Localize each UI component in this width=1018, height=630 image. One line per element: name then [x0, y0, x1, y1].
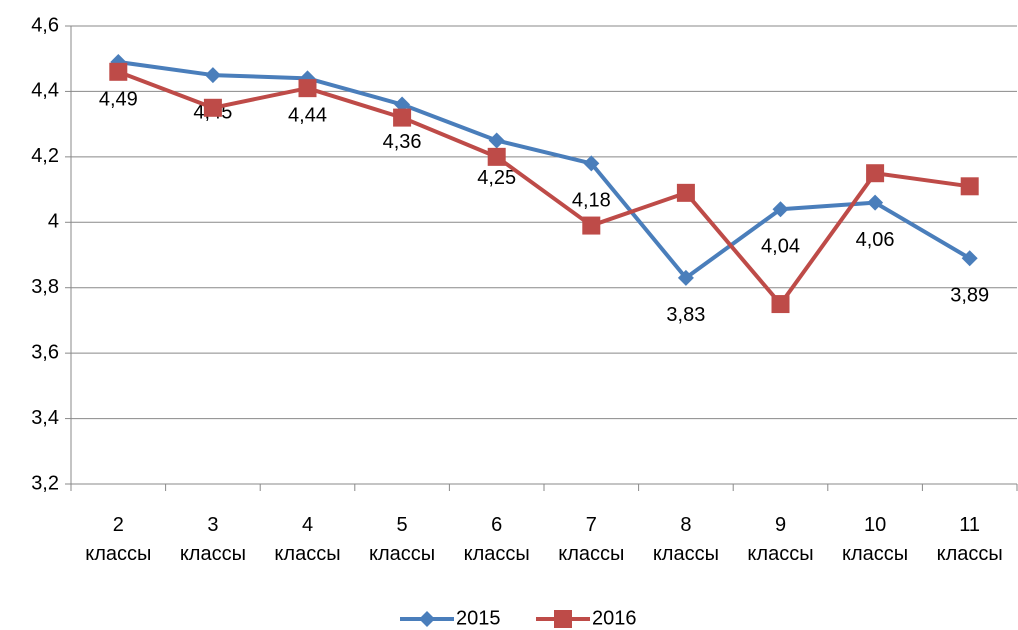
x-tick-label: 7 классы: [558, 514, 625, 565]
data-point: [109, 62, 128, 81]
x-tick-label: 4 классы: [274, 514, 341, 565]
data-point: [488, 132, 505, 149]
data-point: [394, 96, 411, 113]
data-point: [676, 183, 695, 202]
y-tick-label: 4,6: [31, 14, 59, 36]
legend-label: 2016: [592, 607, 637, 629]
x-tick-label: 10 классы: [842, 514, 909, 565]
x-tick-label: 3 классы: [179, 514, 246, 565]
data-label: 4,04: [761, 235, 800, 257]
data-label: 4,44: [288, 105, 327, 127]
data-point: [203, 98, 222, 117]
data-point: [204, 67, 221, 84]
x-tick-label: 11 классы: [936, 514, 1003, 565]
data-point: [867, 194, 884, 211]
data-label: 4,25: [477, 167, 516, 189]
x-tick-label: 5 классы: [369, 514, 436, 565]
legend-label: 2015: [456, 607, 501, 629]
data-label: 4,06: [856, 229, 895, 251]
y-tick-label: 3,2: [31, 472, 59, 494]
data-point: [393, 108, 412, 127]
data-point: [583, 155, 600, 172]
x-tick-label: 8 классы: [652, 514, 719, 565]
data-point: [960, 177, 979, 196]
x-tick-label: 6 классы: [463, 514, 530, 565]
legend-marker: [419, 611, 435, 627]
data-label: 4,18: [572, 190, 611, 212]
y-tick-label: 3,4: [31, 407, 59, 429]
y-tick-label: 4: [48, 211, 59, 233]
x-tick-label: 9 классы: [747, 514, 814, 565]
data-point: [772, 201, 789, 218]
data-point: [961, 250, 978, 267]
y-tick-label: 4,2: [31, 145, 59, 167]
data-point: [866, 164, 885, 183]
y-tick-label: 4,4: [31, 80, 59, 102]
y-tick-label: 3,8: [31, 276, 59, 298]
series-line: [117, 69, 970, 307]
data-point: [677, 269, 694, 286]
data-point: [487, 147, 506, 166]
data-label: 3,89: [950, 285, 989, 307]
data-label: 4,36: [383, 131, 422, 153]
data-point: [298, 79, 317, 98]
data-point: [771, 295, 790, 314]
legend-marker: [554, 610, 572, 628]
data-point: [110, 53, 127, 70]
y-tick-label: 3,6: [31, 341, 59, 363]
x-tick-label: 2 классы: [85, 514, 152, 565]
data-point: [582, 216, 601, 235]
data-label: 4,49: [99, 88, 138, 110]
series-line: [118, 60, 971, 280]
data-label: 3,83: [666, 304, 705, 326]
